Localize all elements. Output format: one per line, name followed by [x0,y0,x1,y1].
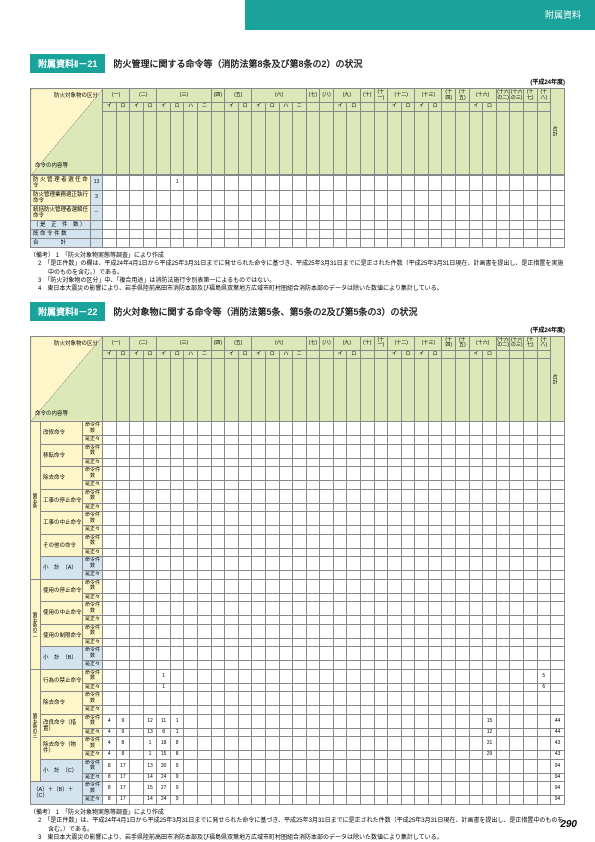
section-21-title: 附属資料Ⅱ－21 防火管理に関する命令等（消防法第8条及び第8条の2）の状況 [30,54,565,73]
section-22-title: 附属資料Ⅱ－22 防火対象物に関する命令等（消防法第5条、第5条の2及び第5条の… [30,302,565,321]
title-21: 防火管理に関する命令等（消防法第8条及び第8条の2）の状況 [113,57,362,70]
row-label: 小 計 （B） [41,647,83,670]
col-17: (十七) [523,89,537,103]
row-label: 工事の中止命令 [41,512,83,535]
note-21-2: 2 「是正件数」の欄は、平成24年4月1日から平成25年3月31日までに発せられ… [38,260,565,277]
row-label: 防 火 管 理 者 選 任 命 令 [31,175,91,190]
row-label: 使用の停止命令 [41,579,83,602]
diag-22: 防火対象物の区分 命令の内容等 [31,336,103,422]
header-category: 附属資料 [545,8,581,21]
row-label: 防火管理業務適正執行命令 [31,190,91,205]
diag-bot-22: 命令の内容等 [35,411,68,417]
note-21-3: 3 「防火対象物の区分」中、「複合用途」は消防法施行令別表第一によるものではない… [38,277,565,285]
table-21: 防火対象物の区分 命令の内容等 (一) (二) (三) (四) (五) (六) … [30,88,565,175]
page-number: 290 [560,819,577,830]
row-label: 小 計 （A） [41,557,83,580]
row-label: 既 命 令 件 数 [31,229,91,238]
row-label: 行為の禁止命令 [41,669,83,692]
diag-bot-21: 命令の内容等 [35,163,68,169]
title-22: 防火対象物に関する命令等（消防法第5条、第5条の2及び第5条の3）の状況 [113,305,417,318]
notes-label-21: （備考） [30,253,54,259]
row-label: 使用の中止命令 [41,602,83,625]
col-16-2: (十六の二) [496,89,510,103]
notes-21: （備考） 1 「防火対象物実態等調査」により作成 2 「是正件数」の欄は、平成2… [30,252,565,294]
col-10: (十) [360,89,374,103]
row-label: 統括防火管理者選解任命令 [31,205,91,220]
row-label: その他の命令 [41,534,83,557]
col-16-3: (十六の三) [510,89,524,103]
col-2: (二) [130,89,157,103]
row-label: 合 計 [31,238,91,247]
col-9: (九) [333,89,360,103]
table-21-body: 防 火 管 理 者 選 任 命 令131防火管理業務適正執行命令3統括防火管理者… [30,175,565,248]
col-11: (十一) [374,89,388,103]
row-label: 除去命令 [41,467,83,490]
col-3: (三) [157,89,211,103]
col-4: (四) [211,89,225,103]
year-22: (平成24年度) [30,325,565,334]
col-8: (八) [320,89,334,103]
note-21-4: 4 東日本大震災の影響により、岩手県陸前高田市消防本部及び福島県双葉地方広域市町… [38,285,565,293]
row-label: 除去命令 [41,692,83,715]
header-band [245,0,595,30]
row-label: 使用の制限命令 [41,624,83,647]
col-15: (十五) [456,89,470,103]
note-22-1: 1 「防火対象物実態等調査」により作成 [56,810,164,816]
row-label: 改良命令〔措置〕 [41,714,83,737]
diag-top-21: 防火対象物の区分 [54,93,98,99]
col-total: 合計 [551,89,565,175]
notes-22: （備考） 1 「防火対象物実態等調査」により作成 2 「是正件数」は、平成24年… [30,809,565,842]
note-22-3: 3 東日本大震災の影響により、岩手県陸前高田市消防本部及び福島県双葉地方広域市町… [38,834,565,842]
note-22-2: 2 「是正件数」は、平成24年4月1日から平成25年3月31日までに発せられた命… [38,817,565,834]
year-21: (平成24年度) [30,77,565,86]
notes-label-22: （備考） [30,810,54,816]
row-label: 小 計 （C） [41,759,83,782]
row-label: 工事の停止命令 [41,489,83,512]
col-6: (六) [252,89,306,103]
page-content: 附属資料Ⅱ－21 防火管理に関する命令等（消防法第8条及び第8条の2）の状況 (… [0,0,595,842]
col-16: (十六) [469,89,496,103]
note-21-1: 1 「防火対象物実態等調査」により作成 [56,253,164,259]
col-5: (五) [225,89,252,103]
row-label: （ 是 正 件 数 ） [31,220,91,229]
col-14: (十四) [442,89,456,103]
diag-21: 防火対象物の区分 命令の内容等 [31,89,103,175]
badge-22: 附属資料Ⅱ－22 [30,302,105,321]
col-1: (一) [103,89,130,103]
col-12: (十二) [388,89,415,103]
row-label: 改修命令 [41,422,83,445]
col-13: (十三) [415,89,442,103]
badge-21: 附属資料Ⅱ－21 [30,54,105,73]
table-22: 防火対象物の区分 命令の内容等 (一) (二) (三) (四) (五) (六) … [30,336,565,805]
col-18: (十八) [537,89,551,103]
col-7: (七) [306,89,320,103]
diag-top-22: 防火対象物の区分 [54,341,98,347]
row-label: 移転命令 [41,444,83,467]
row-label: 除去命令〔物件〕 [41,737,83,760]
